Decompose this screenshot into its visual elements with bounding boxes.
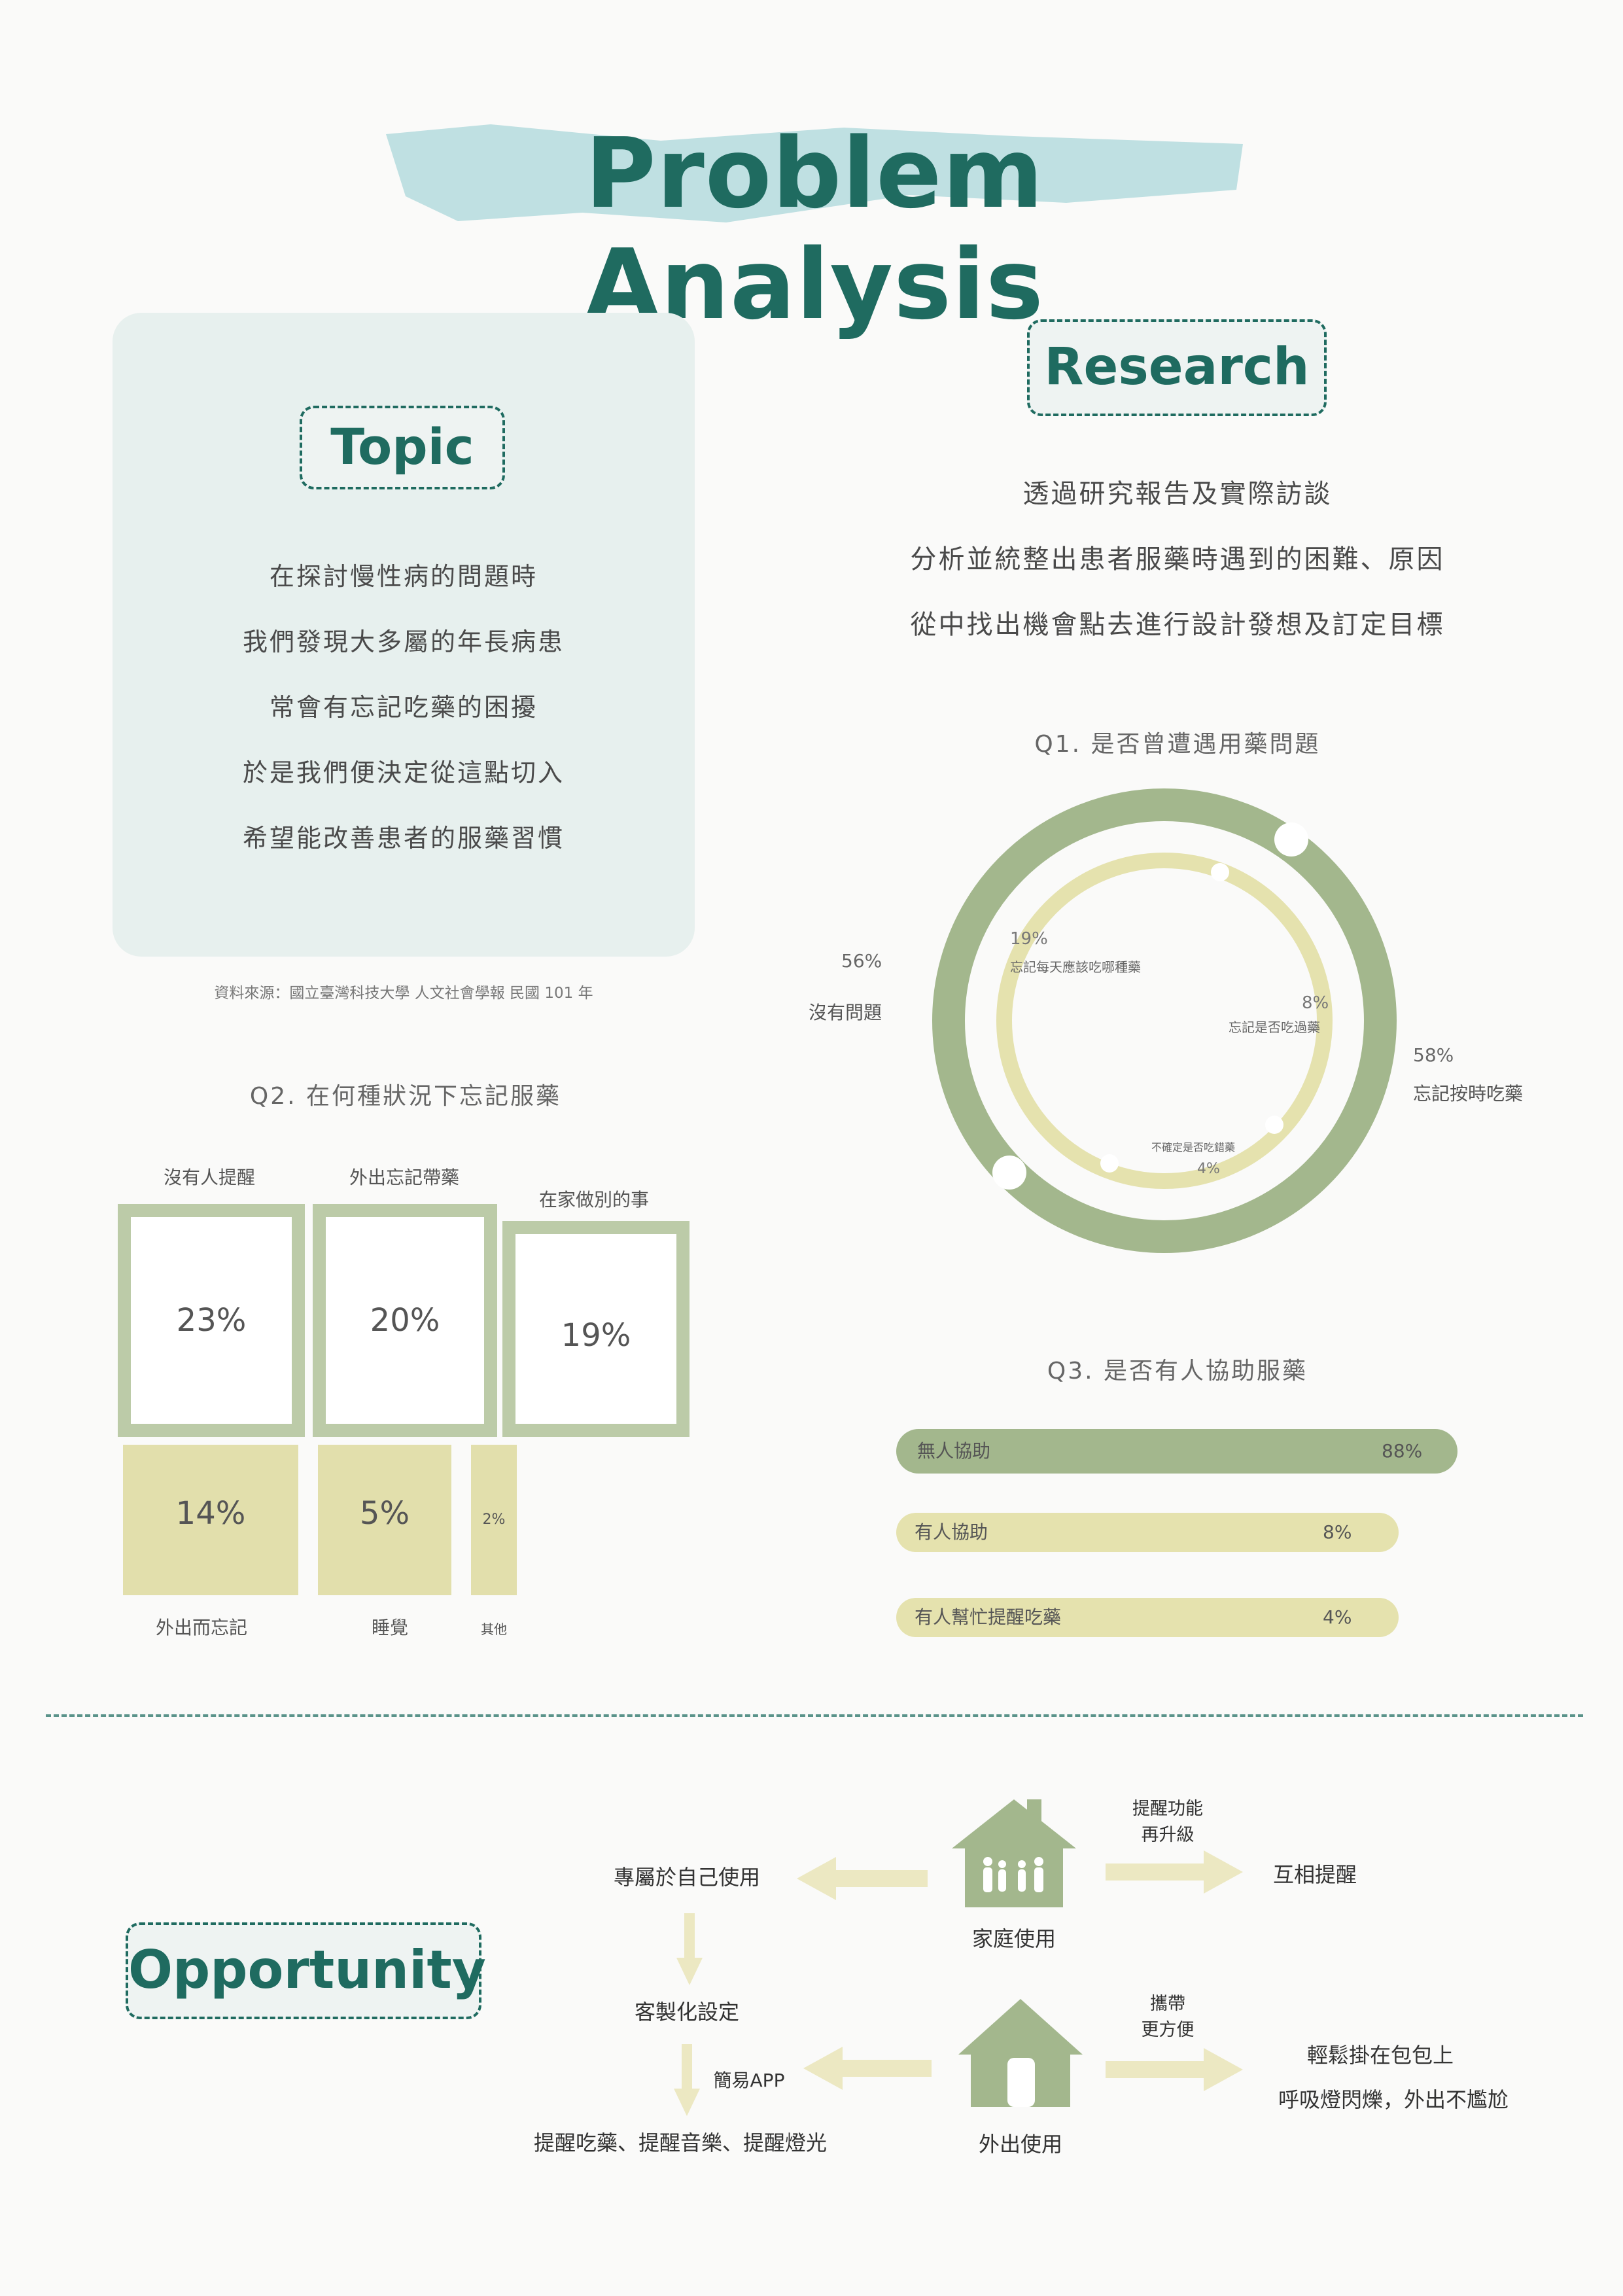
outdoor-use-label: 外出使用 bbox=[978, 2132, 1062, 2157]
title-brush-shape bbox=[386, 124, 1243, 222]
arrow-right-icon bbox=[1106, 2048, 1243, 2091]
q1-inner-ring bbox=[996, 853, 1333, 1189]
home-right-note: 提醒功能 bbox=[1132, 1799, 1203, 1819]
q1-outer-dot bbox=[992, 1156, 1026, 1190]
q3-category-label: 無人協助 bbox=[917, 1440, 991, 1462]
reminders-label: 提醒吃藥、提醒音樂、提醒燈光 bbox=[533, 2130, 827, 2155]
q1-donut-chart bbox=[932, 788, 1397, 1253]
q1-value-label: 58% bbox=[1413, 1044, 1454, 1066]
q1-value-label: 8% bbox=[1302, 993, 1329, 1013]
outdoor-note: 更方便 bbox=[1141, 2020, 1195, 2040]
q1-outer-ring bbox=[932, 788, 1397, 1253]
q2-bar: 20% bbox=[313, 1204, 497, 1437]
arrow-left-icon bbox=[803, 2047, 932, 2090]
arrow-left-icon bbox=[797, 1857, 928, 1900]
q3-value-label: 4% bbox=[1323, 1606, 1352, 1628]
research-line: 分析並統整出患者服藥時遇到的困難、原因 bbox=[910, 544, 1445, 574]
house-icon bbox=[958, 1999, 1083, 2107]
q1-value-label: 4% bbox=[1197, 1161, 1220, 1177]
research-line: 從中找出機會點去進行設計發想及訂定目標 bbox=[910, 610, 1445, 640]
q1-slice-label: 忘記按時吃藥 bbox=[1413, 1083, 1524, 1104]
q2-value-label: 2% bbox=[482, 1511, 506, 1528]
outdoor-result: 呼吸燈閃爍，外出不尷尬 bbox=[1278, 2087, 1509, 2112]
q2-bar: 2% bbox=[471, 1445, 517, 1595]
q1-inner-dot bbox=[1100, 1154, 1119, 1173]
topic-line: 我們發現大多屬的年長病患 bbox=[242, 627, 565, 656]
q1-slice-label: 忘記是否吃過藥 bbox=[1229, 1019, 1320, 1035]
q2-value-label: 14% bbox=[175, 1495, 246, 1532]
q2-value-label: 19% bbox=[561, 1317, 631, 1354]
q1-slice-label: 沒有問題 bbox=[809, 1002, 882, 1023]
topic-line: 在探討慢性病的問題時 bbox=[269, 562, 538, 591]
arrow-down-icon bbox=[676, 1913, 703, 1985]
q2-category-label: 外出忘記帶藥 bbox=[349, 1167, 459, 1188]
q1-value-label: 56% bbox=[841, 950, 882, 972]
q3-bar: 無人協助 88% bbox=[896, 1429, 1457, 1474]
title-banner: Problem Analysis bbox=[386, 118, 1243, 340]
q2-value-label: 20% bbox=[370, 1302, 440, 1339]
topic-source: 資料來源：國立臺灣科技大學 人文社會學報 民國 101 年 bbox=[214, 985, 593, 1002]
q2-bar: 5% bbox=[318, 1445, 451, 1595]
q2-bar: 19% bbox=[502, 1221, 689, 1437]
outdoor-note: 攜帶 bbox=[1150, 1994, 1185, 2014]
q2-bar: 14% bbox=[123, 1445, 298, 1595]
q3-category-label: 有人協助 bbox=[915, 1521, 988, 1543]
q1-value-label: 19% bbox=[1010, 929, 1048, 949]
q2-value-label: 23% bbox=[176, 1302, 247, 1339]
home-right-note: 再升級 bbox=[1141, 1825, 1195, 1845]
q1-slice-label: 不確定是否吃錯藥 bbox=[1151, 1141, 1236, 1154]
q3-title: Q3. 是否有人協助服藥 bbox=[1047, 1358, 1308, 1385]
q1-inner-dot bbox=[1211, 863, 1229, 881]
q3-value-label: 8% bbox=[1323, 1521, 1352, 1543]
research-line: 透過研究報告及實際訪談 bbox=[1022, 479, 1333, 509]
q3-bar: 有人協助 8% bbox=[896, 1513, 1399, 1552]
q2-title: Q2. 在何種狀況下忘記服藥 bbox=[249, 1083, 562, 1110]
opportunity-label: Opportunity bbox=[126, 1922, 486, 2019]
home-right-result: 互相提醒 bbox=[1272, 1862, 1357, 1887]
q3-value-label: 88% bbox=[1382, 1440, 1423, 1462]
q1-outer-dot bbox=[1274, 822, 1308, 857]
q2-category-label: 其他 bbox=[481, 1621, 507, 1637]
q2-category-label: 外出而忘記 bbox=[155, 1617, 247, 1638]
outdoor-result: 輕鬆掛在包包上 bbox=[1306, 2043, 1454, 2068]
q1-title: Q1. 是否曾遭遇用藥問題 bbox=[1034, 731, 1321, 758]
research-label: Research bbox=[1027, 319, 1327, 416]
page-title: Problem Analysis bbox=[585, 117, 1044, 341]
q2-category-label: 沒有人提醒 bbox=[163, 1167, 255, 1188]
home-left-result: 專屬於自己使用 bbox=[613, 1865, 760, 1890]
q2-bar: 23% bbox=[118, 1204, 305, 1437]
q1-slice-label: 忘記每天應該吃哪種藥 bbox=[1010, 959, 1141, 975]
custom-setting-label: 客製化設定 bbox=[634, 2000, 739, 2024]
simple-app-label: 簡易APP bbox=[713, 2070, 785, 2091]
topic-line: 常會有忘記吃藥的困擾 bbox=[269, 693, 538, 722]
q3-bar: 有人幫忙提醒吃藥 4% bbox=[896, 1598, 1399, 1637]
arrow-down-icon bbox=[674, 2044, 700, 2116]
q1-inner-dot bbox=[1265, 1116, 1283, 1134]
section-divider bbox=[46, 1714, 1583, 1717]
topic-label: Topic bbox=[300, 406, 505, 489]
q2-category-label: 在家做別的事 bbox=[538, 1189, 649, 1210]
arrow-right-icon bbox=[1106, 1850, 1243, 1894]
q2-category-label: 睡覺 bbox=[371, 1617, 408, 1638]
topic-line: 於是我們便決定從這點切入 bbox=[242, 758, 565, 787]
q3-category-label: 有人幫忙提醒吃藥 bbox=[915, 1606, 1062, 1628]
topic-line: 希望能改善患者的服藥習慣 bbox=[242, 824, 565, 853]
home-use-label: 家庭使用 bbox=[971, 1926, 1056, 1951]
q2-value-label: 5% bbox=[359, 1495, 410, 1532]
family-house-icon bbox=[952, 1799, 1076, 1907]
